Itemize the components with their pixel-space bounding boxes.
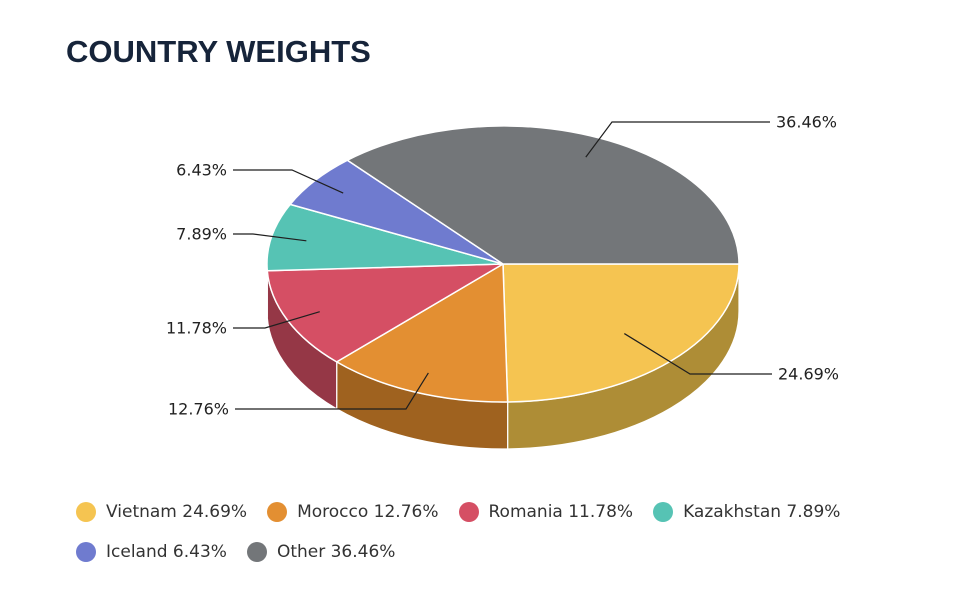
leader-line-kazakhstan (233, 233, 307, 242)
legend-swatch (653, 502, 674, 522)
legend-item-other[interactable]: Other 36.46% (246, 542, 396, 562)
legend-swatch (458, 502, 479, 522)
leader-line-vietnam (624, 333, 772, 375)
legend-label: Kazakhstan 7.89% (683, 502, 841, 522)
legend-item-morocco[interactable]: Morocco 12.76% (267, 502, 439, 522)
leader-line-romania (233, 311, 320, 329)
pie-slice-vietnam[interactable] (502, 263, 740, 403)
leader-line-morocco (235, 372, 429, 410)
legend-swatch (76, 542, 96, 562)
pie-data-labels: 24.69% 12.76% 11.78% 7.89% 6.43% 36.46% (166, 113, 839, 419)
leader-line-iceland (233, 169, 344, 194)
chart-title: COUNTRY WEIGHTS (66, 34, 371, 69)
pie-slice-romania[interactable] (266, 263, 504, 363)
pie-top-faces (266, 125, 740, 403)
data-label-other: 36.46% (776, 113, 837, 132)
legend-row: Iceland 6.43% Other 36.46% (76, 538, 896, 566)
legend-item-vietnam[interactable]: Vietnam 24.69% (76, 502, 247, 522)
legend-swatch (246, 542, 267, 562)
legend-item-kazakhstan[interactable]: Kazakhstan 7.89% (653, 502, 840, 522)
legend-label: Vietnam 24.69% (106, 502, 248, 522)
chart-legend: Vietnam 24.69% Morocco 12.76% Romania 11… (76, 498, 896, 578)
legend-row: Vietnam 24.69% Morocco 12.76% Romania 11… (76, 498, 896, 526)
legend-label: Iceland 6.43% (106, 542, 227, 562)
data-label-vietnam: 24.69% (778, 365, 839, 384)
data-label-kazakhstan: 7.89% (176, 225, 227, 244)
pie-slice-morocco[interactable] (335, 263, 509, 403)
data-label-iceland: 6.43% (176, 161, 227, 180)
legend-label: Other 36.46% (276, 542, 396, 562)
legend-label: Romania 11.78% (488, 502, 634, 522)
legend-item-romania[interactable]: Romania 11.78% (458, 502, 634, 522)
legend-item-iceland[interactable]: Iceland 6.43% (76, 542, 227, 562)
leader-line-other (585, 121, 770, 158)
legend-label: Morocco 12.76% (297, 502, 439, 522)
legend-swatch (267, 502, 288, 522)
legend-swatch (76, 502, 96, 522)
pie-chart: 24.69% 12.76% 11.78% 7.89% 6.43% 36.46% (166, 113, 839, 450)
data-label-morocco: 12.76% (168, 400, 229, 419)
data-label-romania: 11.78% (166, 319, 227, 338)
